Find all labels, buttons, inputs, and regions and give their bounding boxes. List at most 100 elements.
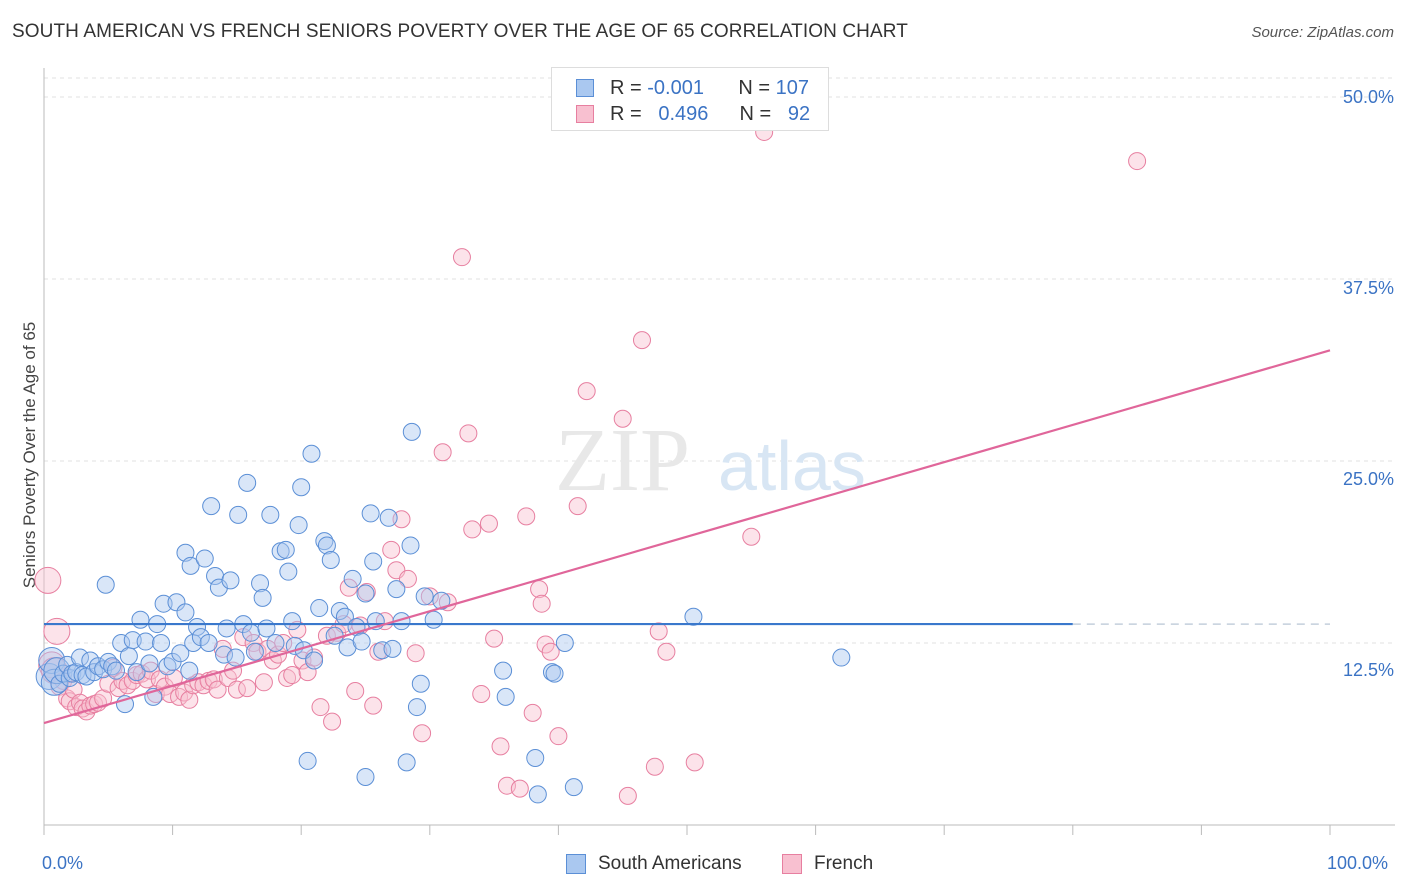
french-point bbox=[541, 642, 560, 661]
bottom-legend-swatch-blue bbox=[566, 854, 586, 874]
french-point bbox=[452, 248, 471, 267]
south-american-point bbox=[305, 651, 324, 670]
french-point bbox=[283, 666, 302, 685]
south-american-point bbox=[188, 617, 207, 636]
south-american-point bbox=[352, 632, 371, 651]
french-point bbox=[577, 382, 596, 401]
south-american-point bbox=[379, 508, 398, 527]
south-american-point bbox=[356, 767, 375, 786]
south-american-point bbox=[266, 634, 285, 652]
french-point bbox=[346, 682, 365, 701]
french-point bbox=[311, 698, 330, 717]
south-american-point bbox=[119, 647, 138, 666]
legend-r-label: R = bbox=[610, 76, 642, 99]
south-american-point bbox=[545, 664, 564, 683]
south-american-point bbox=[397, 753, 416, 772]
south-american-point bbox=[564, 778, 583, 797]
south-american-point bbox=[202, 497, 221, 516]
french-point bbox=[618, 786, 637, 805]
south-american-point bbox=[221, 571, 240, 590]
south-american-point bbox=[140, 654, 159, 673]
french-point bbox=[479, 514, 498, 533]
x-tick-min: 0.0% bbox=[42, 853, 84, 873]
south-american-point bbox=[279, 562, 298, 581]
south-american-point bbox=[217, 619, 236, 638]
french-point bbox=[685, 753, 704, 772]
french-point bbox=[420, 587, 439, 606]
french-point bbox=[645, 757, 664, 776]
french-point bbox=[632, 331, 651, 350]
south-american-point bbox=[411, 674, 430, 693]
bottom-legend-label: South Americans bbox=[598, 853, 742, 874]
south-american-point bbox=[154, 594, 173, 613]
legend-swatch-pink bbox=[576, 105, 594, 123]
south-american-point bbox=[123, 631, 142, 650]
bottom-legend-south-americans: South Americans bbox=[566, 852, 742, 876]
french-point bbox=[1128, 152, 1147, 171]
south-american-point bbox=[257, 619, 276, 638]
source-label: Source: ZipAtlas.com bbox=[1251, 24, 1394, 41]
french-point bbox=[510, 779, 529, 798]
south-american-point bbox=[127, 663, 146, 682]
french-point bbox=[398, 569, 417, 588]
south-american-point bbox=[167, 593, 186, 612]
south-american-point bbox=[96, 575, 115, 594]
x-tick-max: 100.0% bbox=[1327, 853, 1389, 873]
south-american-point bbox=[424, 610, 443, 629]
french-trend-line bbox=[43, 349, 1331, 725]
french-point bbox=[613, 409, 632, 428]
south-american-point bbox=[50, 674, 69, 693]
french-point bbox=[406, 644, 425, 663]
legend-n-value: 107 bbox=[775, 76, 809, 99]
french-point bbox=[278, 668, 297, 687]
south-american-point bbox=[298, 751, 317, 770]
french-point bbox=[649, 622, 668, 641]
south-american-point bbox=[261, 505, 280, 524]
french-point bbox=[180, 690, 199, 709]
south-american-point bbox=[283, 612, 302, 631]
south-american-point bbox=[402, 422, 421, 441]
south-american-point bbox=[361, 504, 380, 523]
south-american-point bbox=[321, 551, 340, 570]
chart-title: SOUTH AMERICAN VS FRENCH SENIORS POVERTY… bbox=[12, 21, 908, 42]
french-point bbox=[357, 583, 376, 602]
south-american-point bbox=[292, 478, 311, 497]
south-american-point bbox=[215, 645, 234, 664]
south-american-points bbox=[35, 422, 851, 804]
bottom-legend-swatch-pink bbox=[782, 854, 802, 874]
french-point bbox=[491, 737, 510, 756]
french-point bbox=[485, 629, 504, 648]
french-point bbox=[463, 520, 482, 539]
south-american-point bbox=[276, 540, 295, 559]
y-tick-50: 50.0% bbox=[1342, 87, 1394, 107]
french-point bbox=[532, 594, 551, 613]
south-american-point bbox=[555, 634, 574, 652]
south-american-point bbox=[195, 549, 214, 568]
south-american-point bbox=[684, 607, 703, 626]
south-american-point bbox=[356, 584, 375, 603]
south-american-point bbox=[136, 632, 155, 651]
french-point bbox=[364, 696, 383, 715]
french-point bbox=[523, 703, 542, 722]
y-tick-12-5: 12.5% bbox=[1342, 660, 1394, 680]
french-point bbox=[568, 497, 587, 516]
south-american-point bbox=[242, 623, 261, 642]
french-point bbox=[137, 670, 156, 689]
south-american-point bbox=[152, 634, 171, 652]
south-american-point bbox=[89, 657, 108, 676]
south-american-point bbox=[310, 599, 329, 618]
south-american-point bbox=[832, 648, 851, 667]
south-american-point bbox=[432, 591, 451, 610]
french-point bbox=[34, 566, 62, 594]
south-american-point bbox=[343, 569, 362, 588]
bottom-legend-french: French bbox=[782, 852, 873, 876]
legend-row-south-americans: R = -0.001 N = 107 bbox=[576, 76, 809, 100]
south-american-point bbox=[494, 661, 513, 680]
legend-n-label: N = bbox=[739, 102, 772, 125]
trend-lines bbox=[43, 349, 1331, 725]
south-american-point bbox=[245, 642, 264, 661]
french-point bbox=[459, 424, 478, 443]
south-american-point bbox=[43, 657, 71, 685]
south-american-point bbox=[238, 473, 257, 492]
